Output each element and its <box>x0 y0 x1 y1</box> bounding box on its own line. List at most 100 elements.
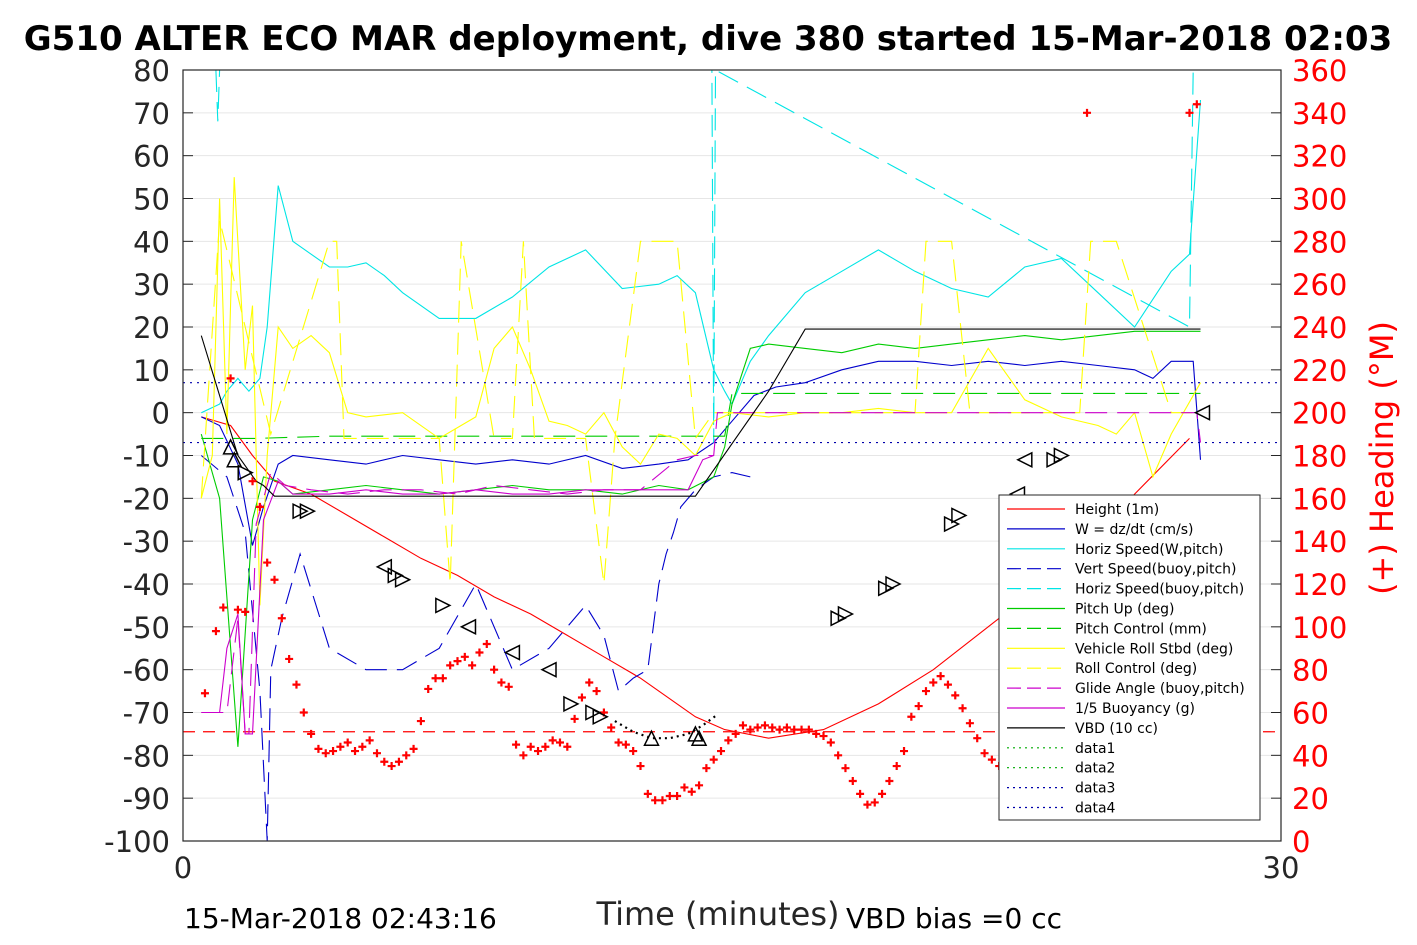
y-tick-label-8: 0 <box>152 397 170 431</box>
heading-point-106 <box>980 749 989 758</box>
legend-label-buoy: 1/5 Buoyancy (g) <box>1075 701 1195 717</box>
legend-label-height: Height (1m) <box>1075 502 1159 518</box>
y-tick-label-18: -100 <box>104 825 170 859</box>
heading-point-73 <box>738 721 747 730</box>
height-marker-16 <box>687 725 704 742</box>
y-tick-label-13: -50 <box>123 611 170 645</box>
heading-point-86 <box>834 751 843 760</box>
legend-label-roll: Vehicle Roll Stbd (deg) <box>1075 641 1233 657</box>
heading-point-2 <box>219 603 228 612</box>
legend-label-glide: Glide Angle (buoy,pitch) <box>1075 681 1245 697</box>
heading-point-12 <box>292 680 301 689</box>
heading-point-76 <box>760 721 769 730</box>
y2-tick-label-1: 340 <box>1292 97 1347 131</box>
height-markers <box>222 404 1211 746</box>
height-marker-0 <box>222 438 239 455</box>
heading-point-75 <box>753 723 762 732</box>
heading-point-56 <box>614 738 623 747</box>
legend-label-roll_ctrl: Roll Control (deg) <box>1075 661 1197 677</box>
heading-point-64 <box>673 792 682 801</box>
heading-point-46 <box>541 742 550 751</box>
heading-point-23 <box>372 749 381 758</box>
heading-point-45 <box>534 747 543 756</box>
heading-point-95 <box>900 747 909 756</box>
height-marker-11 <box>540 661 557 678</box>
heading-point-58 <box>629 747 638 756</box>
y-tick-label-5: 30 <box>133 268 170 302</box>
y-tick-label-7: 10 <box>133 354 170 388</box>
series-line-pitch_ctrl <box>201 392 1201 439</box>
series-line-horiz_w <box>201 99 1202 414</box>
heading-point-3 <box>226 374 235 383</box>
heading-point-18 <box>336 742 345 751</box>
vbd-bias-footer: VBD bias =0 cc <box>846 902 1062 935</box>
heading-point-55 <box>607 723 616 732</box>
heading-point-1 <box>211 627 220 636</box>
y-tick-label-11: -30 <box>123 525 170 559</box>
heading-point-44 <box>526 742 535 751</box>
heading-point-9 <box>270 575 279 584</box>
heading-point-94 <box>892 762 901 771</box>
x-axis: 0 30 <box>174 831 1299 885</box>
y2-tick-label-0: 360 <box>1292 54 1347 88</box>
y-tick-label-9: -10 <box>123 440 170 474</box>
heading-point-20 <box>351 747 360 756</box>
timestamp-footer: 15-Mar-2018 02:43:16 <box>184 902 497 935</box>
heading-point-41 <box>504 682 513 691</box>
height-marker-7 <box>394 571 412 588</box>
series-line-vbd <box>200 328 1201 497</box>
right-axis-label: (+) Heading (°M) <box>1363 321 1401 595</box>
x-axis-label: Time (minutes) <box>596 895 840 933</box>
heading-point-101 <box>943 680 952 689</box>
heading-point-33 <box>446 661 455 670</box>
heading-point-65 <box>680 783 689 792</box>
heading-point-28 <box>409 744 418 753</box>
y2-tick-label-15: 60 <box>1292 697 1329 731</box>
heading-point-63 <box>665 792 674 801</box>
legend-label-data3: data3 <box>1075 781 1115 797</box>
heading-point-80 <box>790 725 799 734</box>
y-tick-label-3: 50 <box>133 183 170 217</box>
legend-label-data2: data2 <box>1075 761 1115 777</box>
heading-point-92 <box>878 789 887 798</box>
heading-point-103 <box>958 704 967 713</box>
legend-label-data1: data1 <box>1075 741 1115 757</box>
y-tick-label-10: -20 <box>123 482 170 516</box>
legend-label-w: W = dz/dt (cm/s) <box>1075 522 1194 538</box>
heading-point-90 <box>863 800 872 809</box>
heading-point-31 <box>431 674 440 683</box>
heading-point-6 <box>248 477 257 486</box>
heading-point-105 <box>973 734 982 743</box>
chart-title: G510 ALTER ECO MAR deployment, dive 380 … <box>24 19 1393 59</box>
heading-point-39 <box>490 665 499 674</box>
heading-point-79 <box>782 723 791 732</box>
y2-tick-label-4: 280 <box>1292 225 1347 259</box>
heading-point-91 <box>870 798 879 807</box>
legend-label-vert_buoy: Vert Speed(buoy,pitch) <box>1075 562 1237 578</box>
heading-point-93 <box>885 777 894 786</box>
heading-point-107 <box>987 755 996 764</box>
y2-tick-label-14: 80 <box>1292 654 1329 688</box>
y-tick-label-15: -70 <box>123 697 170 731</box>
y2-tick-label-7: 220 <box>1292 354 1347 388</box>
left-axis: 80 70 60 50 40 30 20 10 0 -10 -20 -30 -40 -50 -60 -70 -8… <box>104 54 193 859</box>
series-line-w <box>201 360 1202 546</box>
legend-label-vbd: VBD (10 cc) <box>1075 721 1158 737</box>
heading-point-19 <box>343 738 352 747</box>
heading-point-43 <box>519 751 528 760</box>
right-axis: 3603403203002802602402202001801601401201… <box>1271 54 1347 859</box>
heading-point-14 <box>307 729 316 738</box>
heading-point-37 <box>475 648 484 657</box>
height-marker-4 <box>299 502 317 520</box>
heading-point-59 <box>636 762 645 771</box>
heading-point-57 <box>621 740 630 749</box>
height-marker-10 <box>503 644 521 661</box>
heading-point-82 <box>804 725 813 734</box>
y-tick-label-1: 70 <box>133 97 170 131</box>
heading-point-71 <box>724 736 733 745</box>
series-lines <box>183 69 1281 842</box>
legend-label-horiz_w: Horiz Speed(W,pitch) <box>1075 542 1223 558</box>
heading-point-42 <box>512 740 521 749</box>
heading-point-30 <box>424 684 433 693</box>
y2-tick-label-13: 100 <box>1292 611 1347 645</box>
